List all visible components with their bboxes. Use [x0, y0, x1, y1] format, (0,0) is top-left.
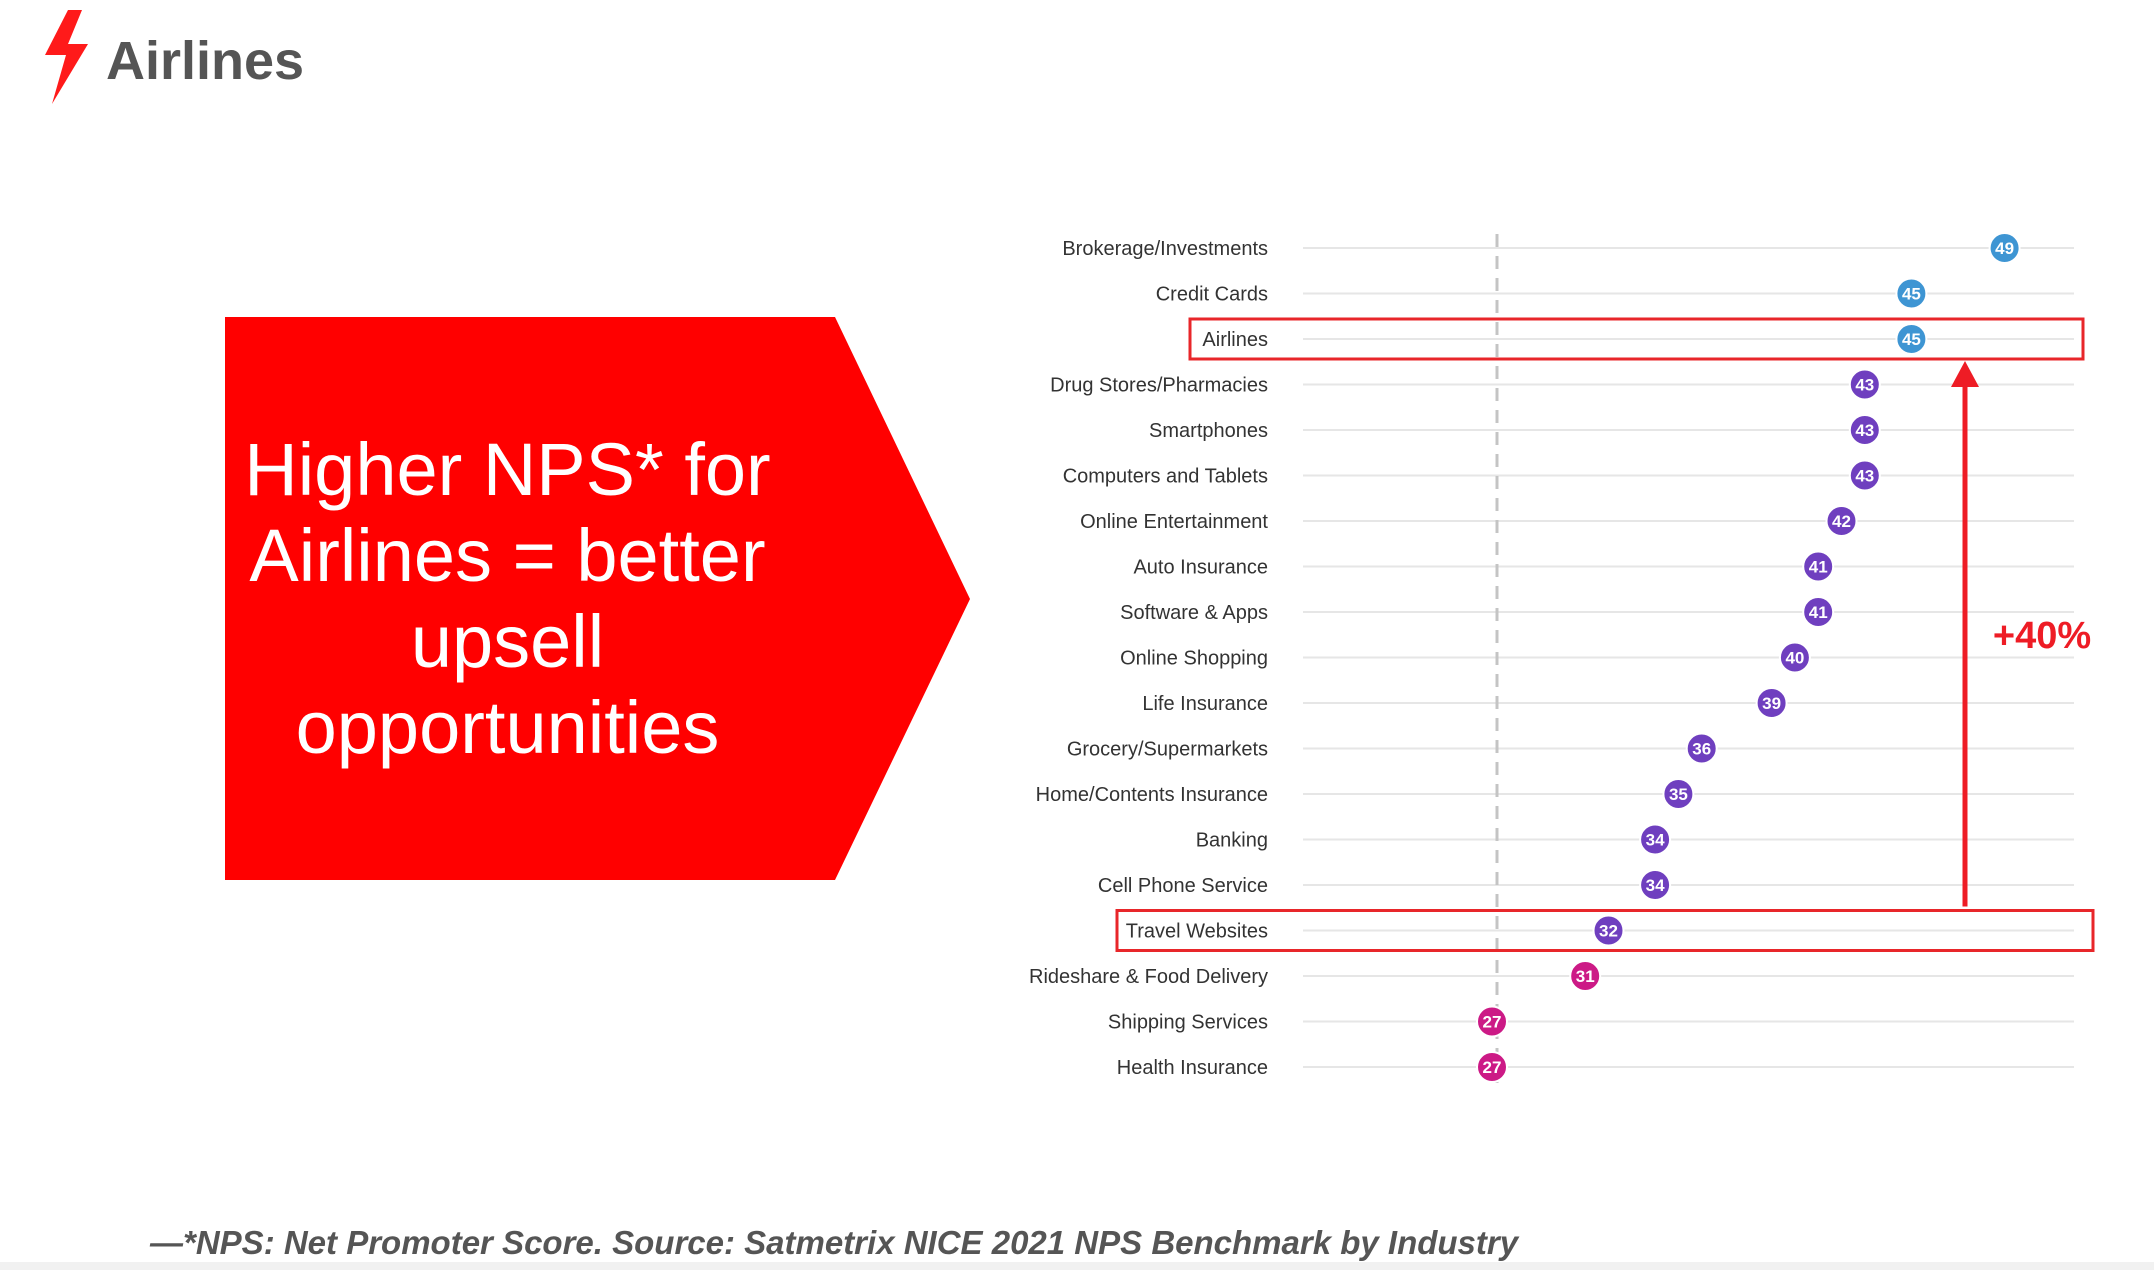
- data-point: [1639, 869, 1672, 901]
- data-point: [1476, 1005, 1508, 1038]
- category-label: Software & Apps: [1120, 602, 1268, 624]
- data-label: 43: [1855, 421, 1874, 440]
- category-label: Home/Contents Insurance: [1036, 784, 1268, 806]
- category-label: Computers and Tablets: [1063, 466, 1268, 488]
- category-label: Cell Phone Service: [1098, 875, 1268, 897]
- category-label: Health Insurance: [1117, 1057, 1268, 1079]
- annotation-label: +40%: [1993, 615, 2091, 657]
- data-label: 34: [1646, 876, 1665, 895]
- category-label: Drug Stores/Pharmacies: [1050, 375, 1268, 397]
- data-label: 31: [1576, 967, 1595, 986]
- data-point: [1802, 596, 1835, 628]
- footnote: —*NPS: Net Promoter Score. Source: Satme…: [150, 1224, 1519, 1261]
- data-label: 49: [1995, 239, 2014, 258]
- data-label: 27: [1483, 1058, 1502, 1077]
- data-point: [1802, 550, 1835, 583]
- data-label: 36: [1692, 740, 1711, 759]
- category-label: Shipping Services: [1108, 1012, 1268, 1034]
- data-point: [1848, 459, 1881, 492]
- data-point: [1988, 232, 2021, 264]
- bottom-rule: [0, 1262, 2154, 1270]
- data-point: [1476, 1051, 1508, 1083]
- callout-line: Higher NPS* for: [244, 427, 771, 511]
- category-label: Online Entertainment: [1080, 511, 1268, 533]
- data-point: [1825, 505, 1858, 537]
- category-label: Auto Insurance: [1133, 557, 1268, 579]
- data-point: [1848, 414, 1881, 446]
- callout-line: upsell opportunities: [295, 599, 720, 769]
- data-point: [1685, 732, 1718, 765]
- category-label: Grocery/Supermarkets: [1067, 739, 1268, 761]
- data-label: 35: [1669, 785, 1688, 804]
- callout-banner: Higher NPS* for Airlines = better upsell…: [225, 317, 970, 880]
- data-label: 45: [1902, 285, 1921, 304]
- lightning-bolt-icon: [45, 10, 88, 104]
- category-label: Travel Websites: [1126, 921, 1268, 943]
- callout-line: Airlines = better: [249, 513, 766, 597]
- nps-dot-chart: Brokerage/Investments Credit Cards Airline…: [1029, 232, 2095, 1092]
- data-point: [1639, 823, 1672, 856]
- data-point: [1895, 277, 1928, 310]
- callout-text: Higher NPS* for Airlines = better upsell…: [235, 317, 780, 880]
- data-point: [1569, 960, 1602, 992]
- category-label: Online Shopping: [1120, 648, 1268, 670]
- category-label: Banking: [1196, 830, 1268, 852]
- data-label: 34: [1646, 831, 1665, 850]
- category-label: Life Insurance: [1142, 693, 1268, 715]
- category-label: Rideshare & Food Delivery: [1029, 966, 1268, 988]
- data-label: 42: [1832, 512, 1851, 531]
- highlight-box: [1188, 317, 2085, 361]
- category-label: Brokerage/Investments: [1062, 238, 1268, 260]
- data-label: 43: [1855, 467, 1874, 486]
- data-label: 41: [1809, 603, 1828, 622]
- data-point: [1662, 778, 1695, 810]
- data-point: [1755, 687, 1788, 719]
- callout-shape: [225, 317, 970, 880]
- data-point: [1592, 914, 1625, 947]
- category-label: Airlines: [1202, 329, 1268, 351]
- data-label: 40: [1785, 649, 1804, 668]
- data-label: 45: [1902, 330, 1921, 349]
- data-point: [1778, 641, 1811, 674]
- data-label: 27: [1483, 1013, 1502, 1032]
- annotation-arrowhead: [1951, 361, 1979, 387]
- data-label: 32: [1599, 922, 1618, 941]
- data-point: [1895, 323, 1928, 355]
- page-title: Airlines: [106, 31, 305, 91]
- category-label: Credit Cards: [1156, 284, 1268, 306]
- category-label: Smartphones: [1149, 420, 1268, 442]
- data-label: 41: [1809, 558, 1828, 577]
- data-label: 43: [1855, 376, 1874, 395]
- data-label: 39: [1762, 694, 1781, 713]
- data-point: [1848, 368, 1881, 401]
- highlight-box: [1115, 909, 2095, 952]
